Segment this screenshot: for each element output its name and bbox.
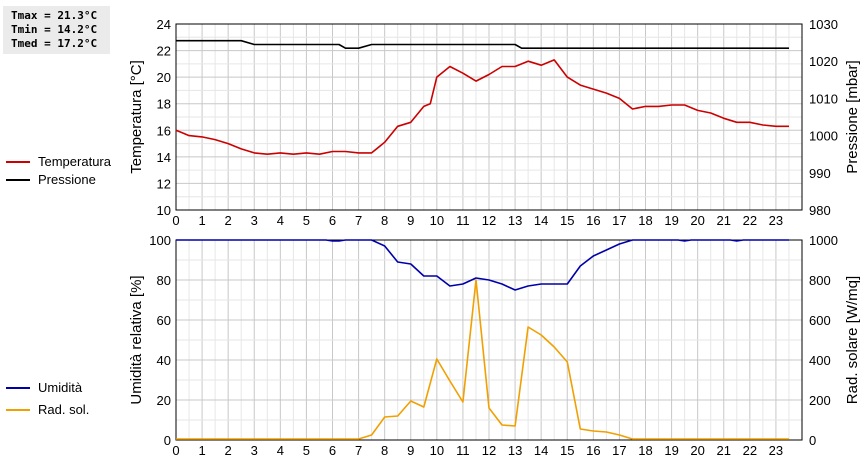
x-tick-label: 8	[381, 443, 388, 458]
y2-axis-title: Rad. solare [W/mq]	[844, 276, 860, 404]
y2-tick-label: 1000	[809, 233, 838, 248]
x-tick-label: 12	[482, 213, 496, 228]
x-tick-label: 2	[225, 443, 232, 458]
legend-radsol-label: Rad. sol.	[38, 402, 90, 417]
x-tick-label: 21	[717, 213, 731, 228]
legend-pressione-swatch	[6, 179, 30, 181]
y-tick-label: 0	[164, 433, 171, 448]
legend-temperatura-label: Temperatura	[38, 154, 111, 169]
legend-pressione-label: Pressione	[38, 172, 96, 187]
y-tick-label: 16	[157, 123, 171, 138]
x-tick-label: 18	[638, 213, 652, 228]
legend-radsol-swatch	[6, 409, 30, 411]
series-line-temperatura	[175, 59, 789, 155]
x-tick-label: 21	[717, 443, 731, 458]
plot-frame	[175, 23, 803, 211]
x-tick-label: 5	[303, 213, 310, 228]
y-tick-label: 20	[157, 70, 171, 85]
y2-tick-label: 400	[809, 353, 831, 368]
y2-tick-label: 0	[809, 433, 816, 448]
x-tick-label: 3	[251, 213, 258, 228]
x-tick-label: 17	[612, 213, 626, 228]
x-tick-label: 15	[560, 213, 574, 228]
legend-umidita-swatch	[6, 387, 30, 389]
x-tick-label: 10	[430, 213, 444, 228]
series-line-rad-sol	[176, 279, 789, 440]
y-tick-label: 100	[149, 233, 171, 248]
x-tick-label: 23	[769, 213, 783, 228]
x-tick-label: 16	[586, 213, 600, 228]
x-tick-label: 20	[690, 443, 704, 458]
x-tick-label: 22	[743, 443, 757, 458]
y2-axis-title: Pressione [mbar]	[844, 60, 860, 173]
legend-temperatura-swatch	[6, 161, 30, 163]
x-tick-label: 8	[381, 213, 388, 228]
y2-tick-label: 1000	[809, 129, 838, 144]
x-tick-label: 2	[225, 213, 232, 228]
y-axis-title: Umidità relativa [%]	[128, 275, 145, 404]
x-tick-label: 14	[534, 213, 548, 228]
y-tick-label: 14	[157, 150, 171, 165]
x-tick-label: 9	[407, 443, 414, 458]
x-tick-label: 7	[355, 213, 362, 228]
x-tick-label: 19	[664, 443, 678, 458]
x-tick-label: 17	[612, 443, 626, 458]
x-tick-label: 5	[303, 443, 310, 458]
y-tick-label: 18	[157, 97, 171, 112]
x-tick-label: 14	[534, 443, 548, 458]
x-tick-label: 4	[277, 213, 284, 228]
y-tick-label: 60	[157, 313, 171, 328]
x-tick-label: 15	[560, 443, 574, 458]
y2-tick-label: 1010	[809, 91, 838, 106]
y-tick-label: 12	[157, 176, 171, 191]
x-tick-label: 0	[172, 443, 179, 458]
stats-box: Tmax = 21.3°C Tmin = 14.2°C Tmed = 17.2°…	[3, 6, 110, 54]
series-line-pressione	[176, 39, 789, 50]
tmin-label: Tmin = 14.2°C	[11, 23, 98, 36]
y2-tick-label: 1020	[809, 54, 838, 69]
x-tick-label: 12	[482, 443, 496, 458]
y2-tick-label: 1030	[809, 17, 838, 32]
series-line-umidit	[176, 239, 789, 291]
y-tick-label: 40	[157, 353, 171, 368]
x-tick-label: 19	[664, 213, 678, 228]
x-tick-label: 0	[172, 213, 179, 228]
y-tick-label: 20	[157, 393, 171, 408]
y-tick-label: 80	[157, 273, 171, 288]
y2-tick-label: 200	[809, 393, 831, 408]
x-tick-label: 9	[407, 213, 414, 228]
y-tick-label: 24	[157, 17, 171, 32]
legend-umidita-label: Umidità	[38, 380, 83, 395]
y-tick-label: 22	[157, 44, 171, 59]
x-tick-label: 10	[430, 443, 444, 458]
y2-tick-label: 800	[809, 273, 831, 288]
x-tick-label: 16	[586, 443, 600, 458]
y2-tick-label: 990	[809, 166, 831, 181]
x-tick-label: 7	[355, 443, 362, 458]
tmed-label: Tmed = 17.2°C	[11, 37, 98, 50]
x-tick-label: 11	[456, 443, 470, 458]
x-tick-label: 18	[638, 443, 652, 458]
x-tick-label: 22	[743, 213, 757, 228]
x-tick-label: 3	[251, 443, 258, 458]
y-tick-label: 10	[157, 203, 171, 218]
x-tick-label: 20	[690, 213, 704, 228]
y2-tick-label: 600	[809, 313, 831, 328]
y-axis-title: Temperatura [°C]	[128, 60, 145, 174]
x-tick-label: 6	[329, 443, 336, 458]
x-tick-label: 13	[508, 443, 522, 458]
x-tick-label: 23	[769, 443, 783, 458]
x-tick-label: 4	[277, 443, 284, 458]
tmax-label: Tmax = 21.3°C	[11, 9, 98, 22]
plot-frame	[175, 239, 803, 441]
x-tick-label: 1	[198, 443, 205, 458]
x-tick-label: 1	[198, 213, 205, 228]
x-tick-label: 6	[329, 213, 336, 228]
x-tick-label: 11	[456, 213, 470, 228]
x-tick-label: 13	[508, 213, 522, 228]
y2-tick-label: 980	[809, 203, 831, 218]
